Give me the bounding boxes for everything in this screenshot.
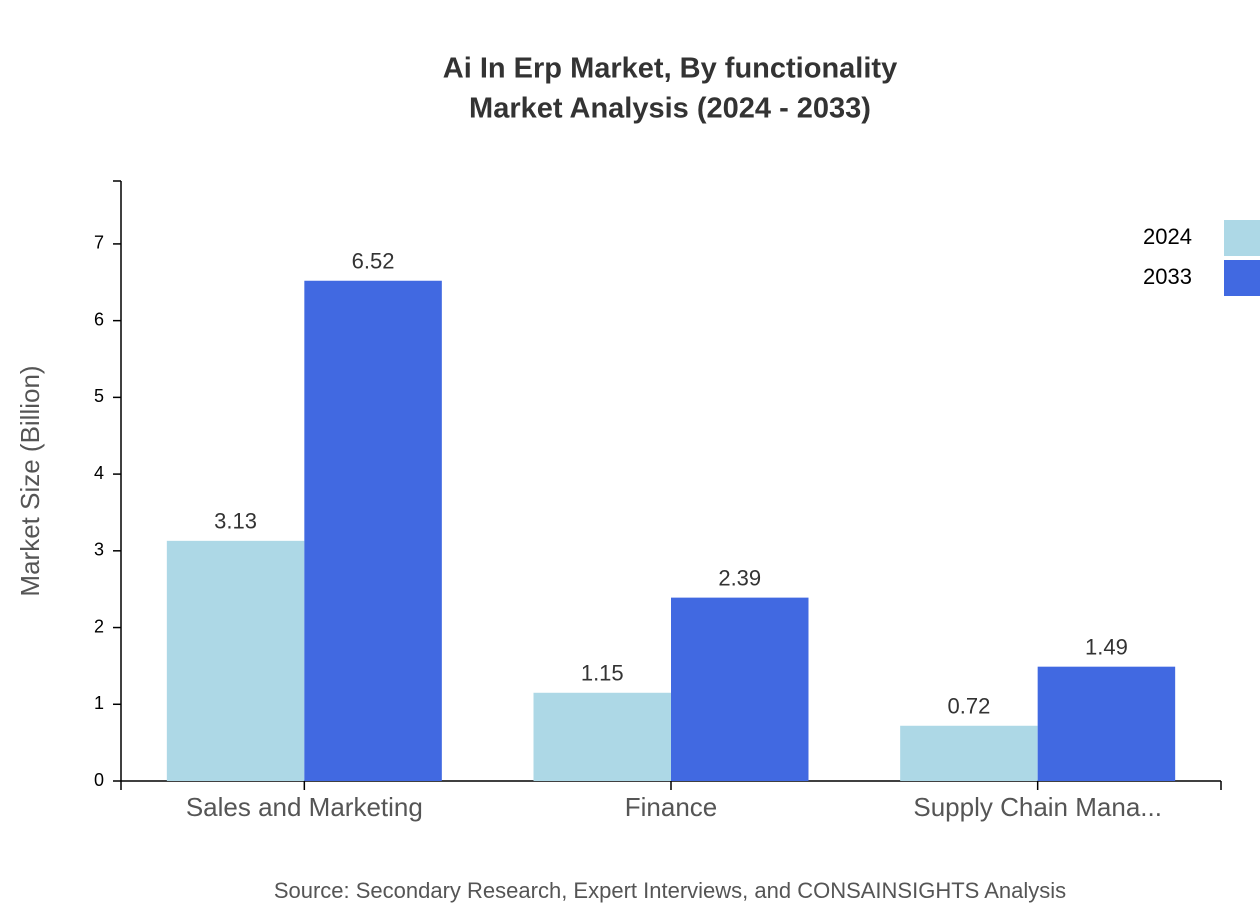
bar (533, 692, 671, 781)
bar (671, 597, 809, 781)
legend-swatch (1224, 220, 1260, 256)
bar (304, 280, 442, 781)
y-tick-label: 2 (94, 616, 104, 636)
legend-label: 2024 (1143, 224, 1192, 249)
y-tick-label: 0 (94, 770, 104, 790)
y-tick-label: 4 (94, 463, 104, 483)
chart-subtitle: Market Analysis (2024 - 2033) (469, 93, 871, 125)
legend-swatch (1224, 260, 1260, 296)
data-label: 1.49 (1085, 634, 1128, 659)
x-tick-label: Finance (625, 792, 718, 822)
data-label: 2.39 (718, 565, 761, 590)
source-note: Source: Secondary Research, Expert Inter… (274, 878, 1066, 903)
data-label: 1.15 (581, 661, 624, 686)
legend-label: 2033 (1143, 264, 1192, 289)
data-label: 6.52 (352, 249, 395, 274)
y-tick-label: 3 (94, 540, 104, 560)
data-label: 3.13 (214, 509, 257, 534)
bar (166, 540, 305, 781)
y-tick-label: 5 (94, 386, 104, 406)
y-tick-label: 1 (94, 693, 104, 713)
y-axis-label: Market Size (Billion) (15, 365, 45, 596)
x-tick-label: Supply Chain Mana... (913, 792, 1162, 822)
data-label: 0.72 (948, 694, 991, 719)
y-tick-label: 7 (94, 233, 104, 253)
chart-title: Ai In Erp Market, By functionality (443, 53, 897, 85)
bar (900, 725, 1038, 781)
y-tick-label: 6 (94, 309, 104, 329)
bar (1037, 666, 1176, 781)
x-tick-label: Sales and Marketing (186, 792, 423, 822)
